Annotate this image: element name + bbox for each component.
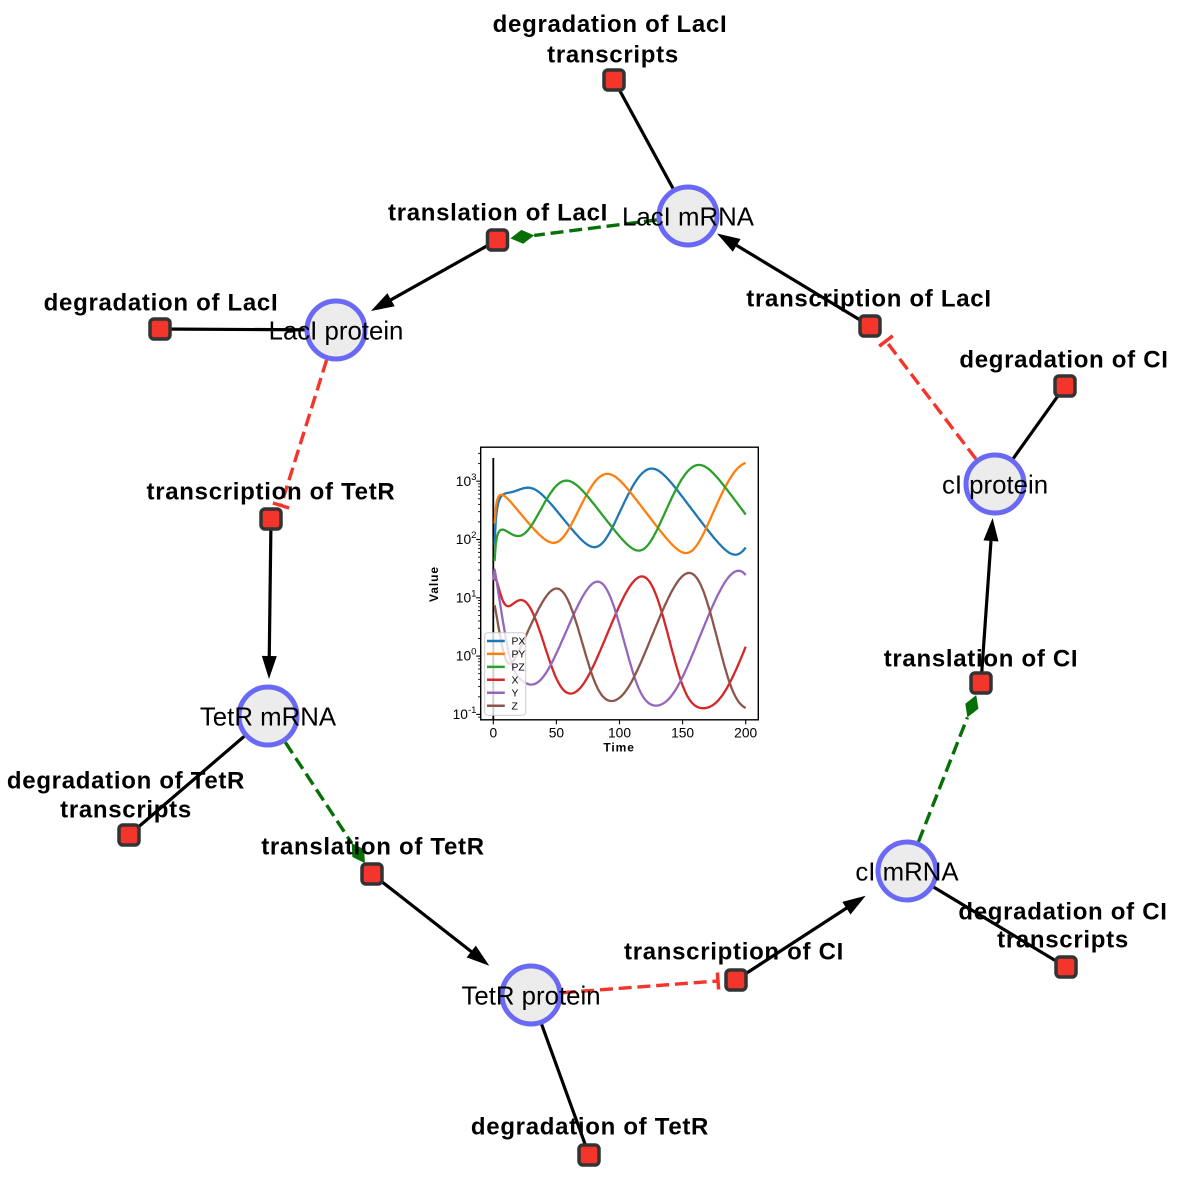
svg-text:PX: PX (512, 637, 526, 648)
svg-text:X: X (512, 676, 519, 687)
svg-text:transcripts: transcripts (547, 41, 679, 68)
svg-text:PZ: PZ (512, 663, 526, 674)
svg-text:translation of TetR: translation of TetR (261, 834, 485, 861)
svg-text:degradation of CI: degradation of CI (958, 899, 1167, 926)
svg-text:50: 50 (549, 726, 565, 741)
svg-text:cI mRNA: cI mRNA (855, 859, 959, 887)
svg-text:transcription of CI: transcription of CI (624, 939, 844, 966)
svg-text:degradation of TetR: degradation of TetR (7, 768, 245, 795)
svg-text:transcription of TetR: transcription of TetR (147, 479, 396, 506)
svg-text:translation of LacI: translation of LacI (388, 200, 608, 227)
svg-text:0: 0 (489, 726, 497, 741)
svg-text:150: 150 (671, 726, 694, 741)
svg-text:transcription of LacI: transcription of LacI (746, 286, 991, 313)
svg-text:transcripts: transcripts (60, 797, 192, 824)
svg-text:Value: Value (427, 566, 441, 602)
svg-text:degradation of LacI: degradation of LacI (44, 290, 279, 317)
svg-text:degradation of CI: degradation of CI (959, 347, 1168, 374)
svg-text:degradation of TetR: degradation of TetR (471, 1114, 709, 1141)
svg-text:Time: Time (603, 740, 634, 754)
svg-text:transcripts: transcripts (997, 927, 1129, 954)
svg-text:LacI mRNA: LacI mRNA (622, 204, 755, 232)
svg-text:Y: Y (512, 689, 519, 700)
svg-text:cI protein: cI protein (942, 472, 1048, 500)
svg-text:Z: Z (512, 701, 519, 712)
svg-text:100: 100 (608, 726, 631, 741)
svg-text:degradation of LacI: degradation of LacI (493, 11, 728, 38)
svg-text:translation of CI: translation of CI (884, 646, 1079, 673)
svg-text:PY: PY (512, 650, 526, 661)
svg-text:TetR mRNA: TetR mRNA (200, 704, 337, 732)
svg-text:TetR protein: TetR protein (461, 983, 600, 1011)
svg-text:LacI protein: LacI protein (269, 318, 404, 346)
svg-text:200: 200 (734, 726, 757, 741)
